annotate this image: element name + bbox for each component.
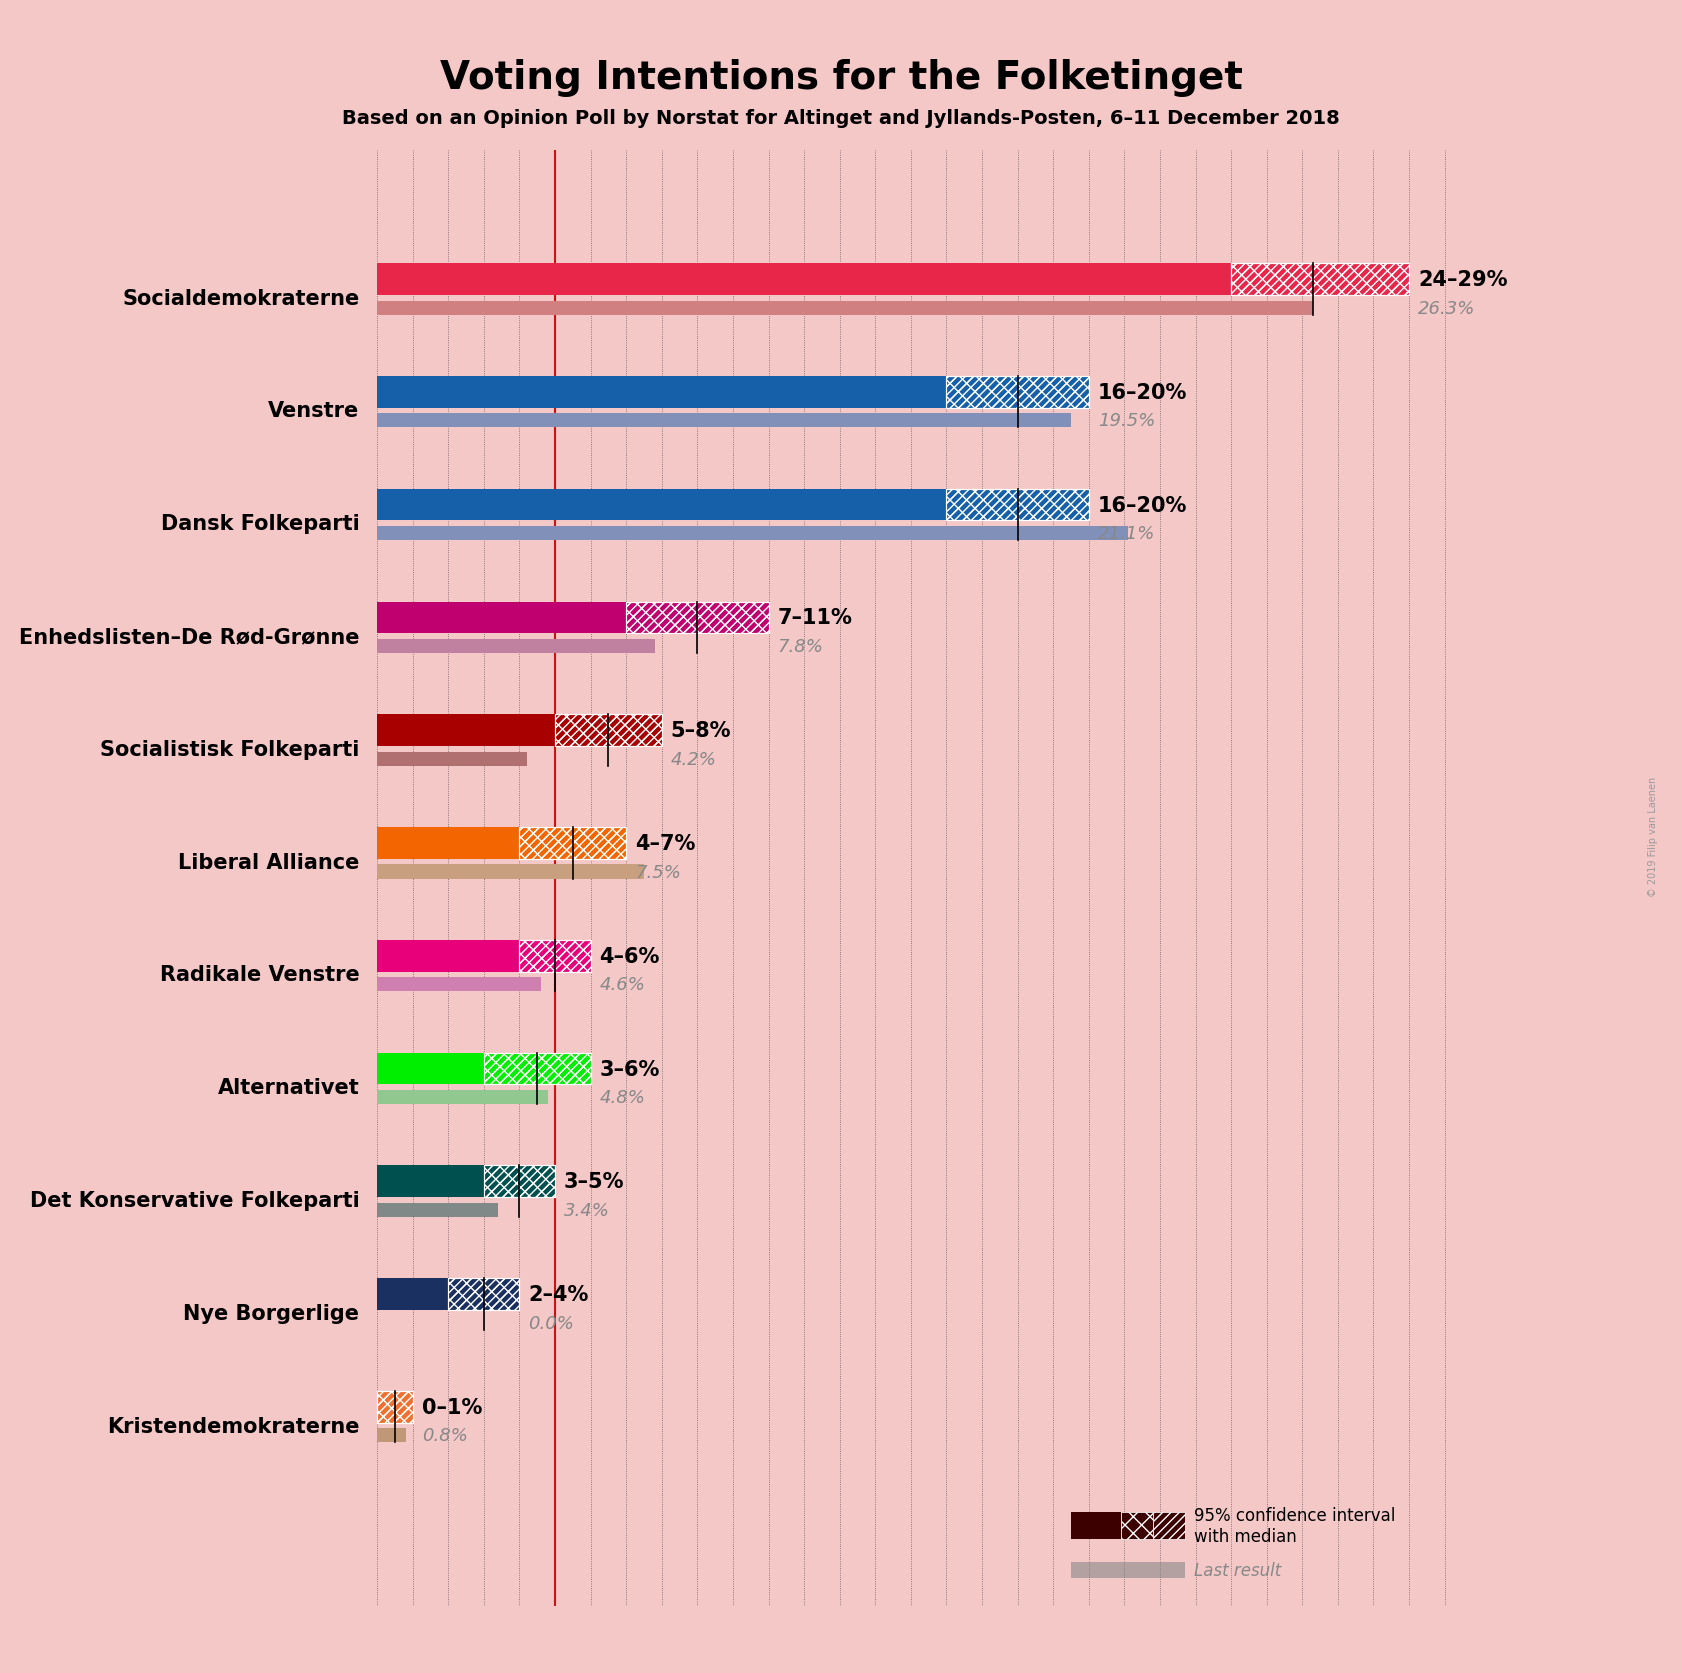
- Text: Enhedslisten–De Rød-Grønne: Enhedslisten–De Rød-Grønne: [19, 627, 360, 647]
- Text: Liberal Alliance: Liberal Alliance: [178, 852, 360, 872]
- Bar: [377, 977, 542, 992]
- Bar: [484, 1166, 555, 1198]
- Bar: [377, 301, 1314, 316]
- Text: 24–29%: 24–29%: [1418, 269, 1507, 289]
- Bar: [1071, 1563, 1184, 1578]
- Text: 21.1%: 21.1%: [1098, 525, 1156, 542]
- Bar: [947, 376, 1088, 408]
- Bar: [484, 1052, 590, 1084]
- Text: Dansk Folkeparti: Dansk Folkeparti: [160, 514, 360, 534]
- Text: 4.2%: 4.2%: [671, 750, 717, 768]
- Bar: [377, 1203, 498, 1218]
- Text: Socialistisk Folkeparti: Socialistisk Folkeparti: [99, 739, 360, 760]
- Text: 0–1%: 0–1%: [422, 1397, 483, 1417]
- Bar: [377, 413, 1071, 428]
- Bar: [1231, 264, 1410, 296]
- Bar: [377, 639, 654, 654]
- Text: Venstre: Venstre: [267, 402, 360, 422]
- Text: 19.5%: 19.5%: [1098, 412, 1156, 430]
- Bar: [947, 490, 1088, 522]
- Text: 4–7%: 4–7%: [636, 833, 695, 853]
- Bar: [377, 490, 1088, 522]
- Bar: [520, 940, 590, 972]
- Bar: [377, 1429, 405, 1442]
- Text: 7.8%: 7.8%: [777, 637, 822, 656]
- Text: 3.4%: 3.4%: [563, 1201, 611, 1220]
- Text: 0.0%: 0.0%: [528, 1313, 574, 1332]
- Text: 2–4%: 2–4%: [528, 1285, 589, 1305]
- Text: Based on an Opinion Poll by Norstat for Altinget and Jyllands-Posten, 6–11 Decem: Based on an Opinion Poll by Norstat for …: [341, 109, 1341, 127]
- Bar: [377, 865, 644, 878]
- Text: 16–20%: 16–20%: [1098, 495, 1187, 515]
- Bar: [484, 1052, 590, 1084]
- Bar: [1120, 1512, 1152, 1539]
- Bar: [377, 376, 1088, 408]
- Text: 4–6%: 4–6%: [599, 947, 659, 967]
- Bar: [449, 1278, 520, 1310]
- Text: 5–8%: 5–8%: [671, 721, 732, 741]
- Bar: [377, 714, 661, 746]
- Bar: [1152, 1512, 1184, 1539]
- Text: 0.8%: 0.8%: [422, 1427, 468, 1444]
- Bar: [947, 376, 1088, 408]
- Bar: [520, 828, 626, 860]
- Bar: [626, 602, 769, 634]
- Bar: [377, 1166, 555, 1198]
- Bar: [377, 753, 526, 766]
- Text: © 2019 Filip van Laenen: © 2019 Filip van Laenen: [1648, 776, 1658, 897]
- Text: 95% confidence interval
with median: 95% confidence interval with median: [1194, 1506, 1394, 1546]
- Bar: [520, 940, 590, 972]
- Bar: [555, 714, 661, 746]
- Text: Nye Borgerlige: Nye Borgerlige: [183, 1303, 360, 1323]
- Text: Voting Intentions for the Folketinget: Voting Intentions for the Folketinget: [439, 59, 1243, 97]
- Bar: [377, 1091, 548, 1104]
- Text: 4.8%: 4.8%: [599, 1089, 646, 1106]
- Bar: [377, 940, 590, 972]
- Text: 7–11%: 7–11%: [777, 607, 853, 627]
- Bar: [377, 1052, 590, 1084]
- Text: 7.5%: 7.5%: [636, 863, 681, 882]
- Bar: [377, 1392, 412, 1424]
- Bar: [377, 1278, 520, 1310]
- Bar: [626, 602, 769, 634]
- Bar: [377, 828, 626, 860]
- Text: 26.3%: 26.3%: [1418, 299, 1475, 318]
- Bar: [449, 1278, 520, 1310]
- Bar: [520, 828, 626, 860]
- Bar: [377, 264, 1410, 296]
- Bar: [1071, 1512, 1120, 1539]
- Bar: [947, 490, 1088, 522]
- Text: 3–6%: 3–6%: [599, 1059, 659, 1079]
- Text: 16–20%: 16–20%: [1098, 383, 1187, 403]
- Text: 3–5%: 3–5%: [563, 1171, 624, 1191]
- Bar: [555, 714, 661, 746]
- Bar: [1231, 264, 1410, 296]
- Bar: [377, 1392, 412, 1424]
- Text: Last result: Last result: [1194, 1561, 1282, 1579]
- Text: Socialdemokraterne: Socialdemokraterne: [123, 288, 360, 308]
- Bar: [377, 602, 769, 634]
- Bar: [484, 1166, 555, 1198]
- Text: Kristendemokraterne: Kristendemokraterne: [108, 1415, 360, 1435]
- Bar: [377, 1392, 412, 1424]
- Text: Det Konservative Folkeparti: Det Konservative Folkeparti: [30, 1190, 360, 1210]
- Text: Radikale Venstre: Radikale Venstre: [160, 965, 360, 985]
- Text: Alternativet: Alternativet: [217, 1077, 360, 1097]
- Text: 4.6%: 4.6%: [599, 975, 646, 994]
- Bar: [377, 527, 1129, 540]
